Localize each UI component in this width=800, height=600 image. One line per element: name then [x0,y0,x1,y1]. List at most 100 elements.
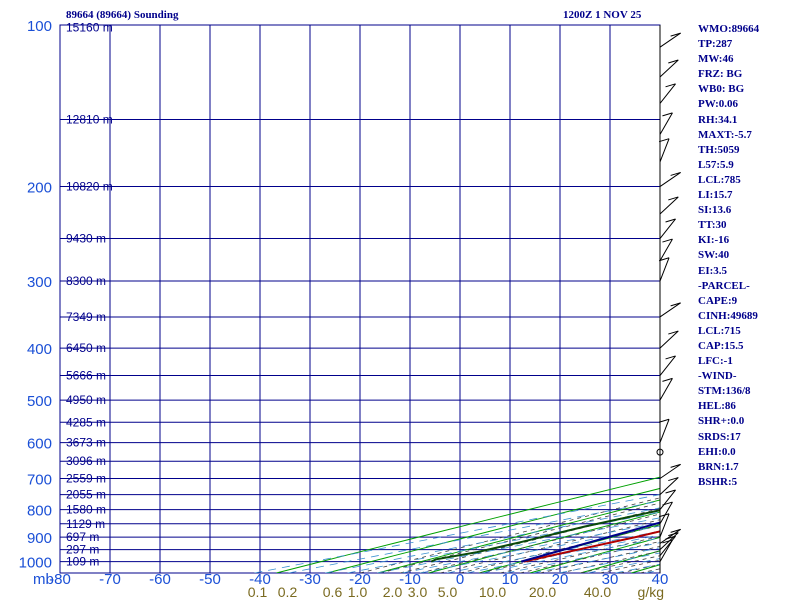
wind-barb [659,378,673,401]
index-item: -PARCEL- [698,279,750,292]
index-item: TH:5059 [698,143,740,156]
index-item: CAP:15.5 [698,339,744,352]
pressure-unit-label: mb [33,571,54,588]
temp-tick-label: 20 [552,571,569,588]
mixing-ratio-label: 40.0 [584,584,611,600]
wind-barb-flag [658,513,670,518]
indices-panel: WMO:89664 TP:287 MW:46 FRZ: BG WB0: BG PW:0.0… [698,22,798,490]
wind-barb-flag [668,532,679,537]
index-item: WB0: BG [698,83,745,96]
wind-barb [659,196,679,215]
pressure-label: 900 [27,530,52,547]
wind-barb-flag [670,302,681,307]
mixing-ratio-label: 0.1 [248,584,268,600]
mixing-ratio-label: 3.0 [408,584,428,600]
moist-adiabat [379,502,660,573]
wind-barb-flag [670,528,681,533]
data-series [430,509,660,563]
temp-tick-label: -70 [99,571,121,588]
wind-barb-flag [670,171,681,176]
dry-adiabat [377,499,660,573]
mixing-ratio-label: 2.0 [383,584,403,600]
calm-wind-marker [656,448,664,456]
index-item: CAPE:9 [698,294,738,307]
height-label: 12810 m [66,112,113,126]
height-label: 3673 m [66,436,106,450]
height-label: 6450 m [66,341,106,355]
height-label: 2559 m [66,472,106,486]
dry-adiabat [276,476,660,573]
height-label: 1129 m [66,517,105,531]
wind-barb [659,138,670,163]
temp-tick-label: -80 [49,571,71,588]
pressure-label: 600 [27,436,52,453]
mixing-ratio-lines [254,494,660,573]
index-item: LI:15.7 [698,189,733,202]
mixing-ratio-label: 0.6 [323,584,343,600]
wind-barb-flag [662,539,673,544]
wind-barbs [656,25,681,573]
temp-tick-label: 40 [652,571,669,588]
temp-tick-label: -40 [249,571,271,588]
index-item: EHI:0.0 [698,445,736,458]
height-label: 4950 m [66,393,106,407]
pressure-label: 800 [27,503,52,520]
time-label: 1200Z 1 NOV 25 [563,9,642,21]
temp-tick-label: -60 [149,571,171,588]
mixing-ratio-line [466,534,660,573]
wind-barb-flag [658,418,670,423]
wind-barb-flag [662,501,673,506]
pressure-label: 1000 [19,555,52,572]
index-item: MAXT:-5.7 [698,128,752,141]
mixing-ratio-line [446,530,660,573]
index-item: CINH:49689 [698,309,758,322]
wind-barb [659,218,676,239]
wind-barb [659,302,681,318]
wind-barb-flag [670,32,681,37]
height-label: 1580 m [66,503,106,517]
height-label: 4285 m [66,415,106,429]
index-item: TT:30 [698,219,727,232]
wind-barb-flag [662,112,673,117]
temp-tick-label: -10 [399,571,421,588]
wind-barb [659,477,679,495]
height-label: 3096 m [66,454,106,468]
wind-barb-flag [665,218,676,223]
index-item: SI:13.6 [698,204,732,217]
wind-barb [659,238,673,262]
index-item: LCL:785 [698,173,741,186]
wind-barb [659,513,670,538]
height-label: 7349 m [66,310,106,324]
temp-tick-label: 0 [456,571,464,588]
wind-barb-flag [662,238,673,243]
index-item: BRN:1.7 [698,460,739,473]
height-label: 5666 m [66,369,106,383]
wind-barb-flag [668,59,679,64]
height-label: 10820 m [66,180,113,194]
mixing-ratio-unit: g/kg [638,584,664,600]
wind-barb [659,463,681,479]
wind-barb [659,539,673,562]
wind-barb [659,419,670,443]
wind-barb [659,501,673,525]
height-label: 9430 m [66,232,106,246]
wind-barb [659,32,681,48]
mixing-ratio-line [420,525,660,573]
dry-adiabat [326,487,660,573]
index-item: SHR+:0.0 [698,415,745,428]
index-item: MW:46 [698,53,734,66]
index-item: KI:-16 [698,234,730,247]
dewpoint-line [430,509,660,563]
dry-adiabat [479,523,660,573]
temp-tick-label: -30 [299,571,321,588]
index-item: WMO:89664 [698,23,760,35]
index-item: EI:3.5 [698,264,728,277]
wind-barb-flag [668,477,679,482]
wind-barb-flag [662,377,673,382]
wind-barb [659,355,676,376]
wind-barb-flag [665,83,676,88]
mixing-ratio-label: 0.2 [278,584,298,600]
wind-barb [659,528,681,544]
